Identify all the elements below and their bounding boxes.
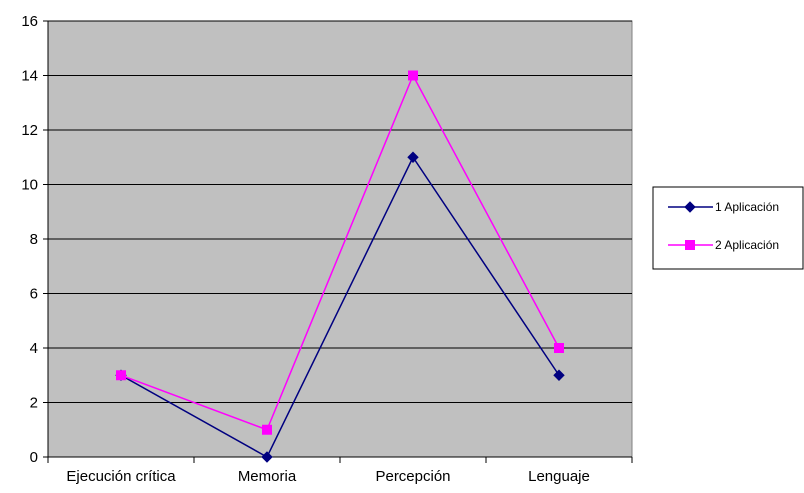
x-tick-label: Lenguaje [528, 468, 590, 485]
legend-marker [685, 240, 695, 250]
data-point [261, 451, 273, 463]
series-line [120, 73, 560, 431]
x-tick-label: Memoria [238, 468, 297, 485]
series-line [120, 155, 560, 459]
legend-item: 2 Aplicación [668, 238, 779, 252]
y-tick-label: 12 [21, 122, 38, 139]
legend: 1 Aplicación 2 Aplicación [652, 186, 804, 270]
legend-marker [684, 201, 696, 213]
y-tick-label: 0 [30, 449, 38, 466]
y-axis: 0 2 4 6 8 10 12 14 16 [21, 13, 49, 466]
legend-item: 1 Aplicación [668, 200, 779, 214]
y-tick-label: 14 [21, 68, 38, 85]
series-2 [116, 70, 564, 435]
series-layer [115, 70, 565, 463]
x-axis: Ejecución crítica Memoria Percepción Lengua… [47, 456, 633, 485]
y-tick-label: 6 [30, 286, 38, 303]
legend-label: 2 Aplicación [715, 238, 779, 252]
data-point [408, 70, 418, 81]
grid-lines [48, 20, 632, 403]
x-tick-label: Percepción [375, 468, 450, 485]
y-tick-label: 10 [21, 177, 38, 194]
legend-box [652, 186, 804, 270]
data-point [116, 370, 126, 381]
data-point [407, 151, 419, 163]
data-point [553, 369, 565, 381]
y-tick-label: 2 [30, 395, 38, 412]
y-tick-label: 4 [30, 340, 38, 357]
data-point [554, 343, 564, 353]
x-tick-label: Ejecución crítica [66, 468, 176, 485]
data-point [262, 424, 272, 435]
y-tick-label: 16 [21, 13, 38, 30]
legend-label: 1 Aplicación [715, 200, 779, 214]
y-tick-label: 8 [30, 231, 38, 248]
